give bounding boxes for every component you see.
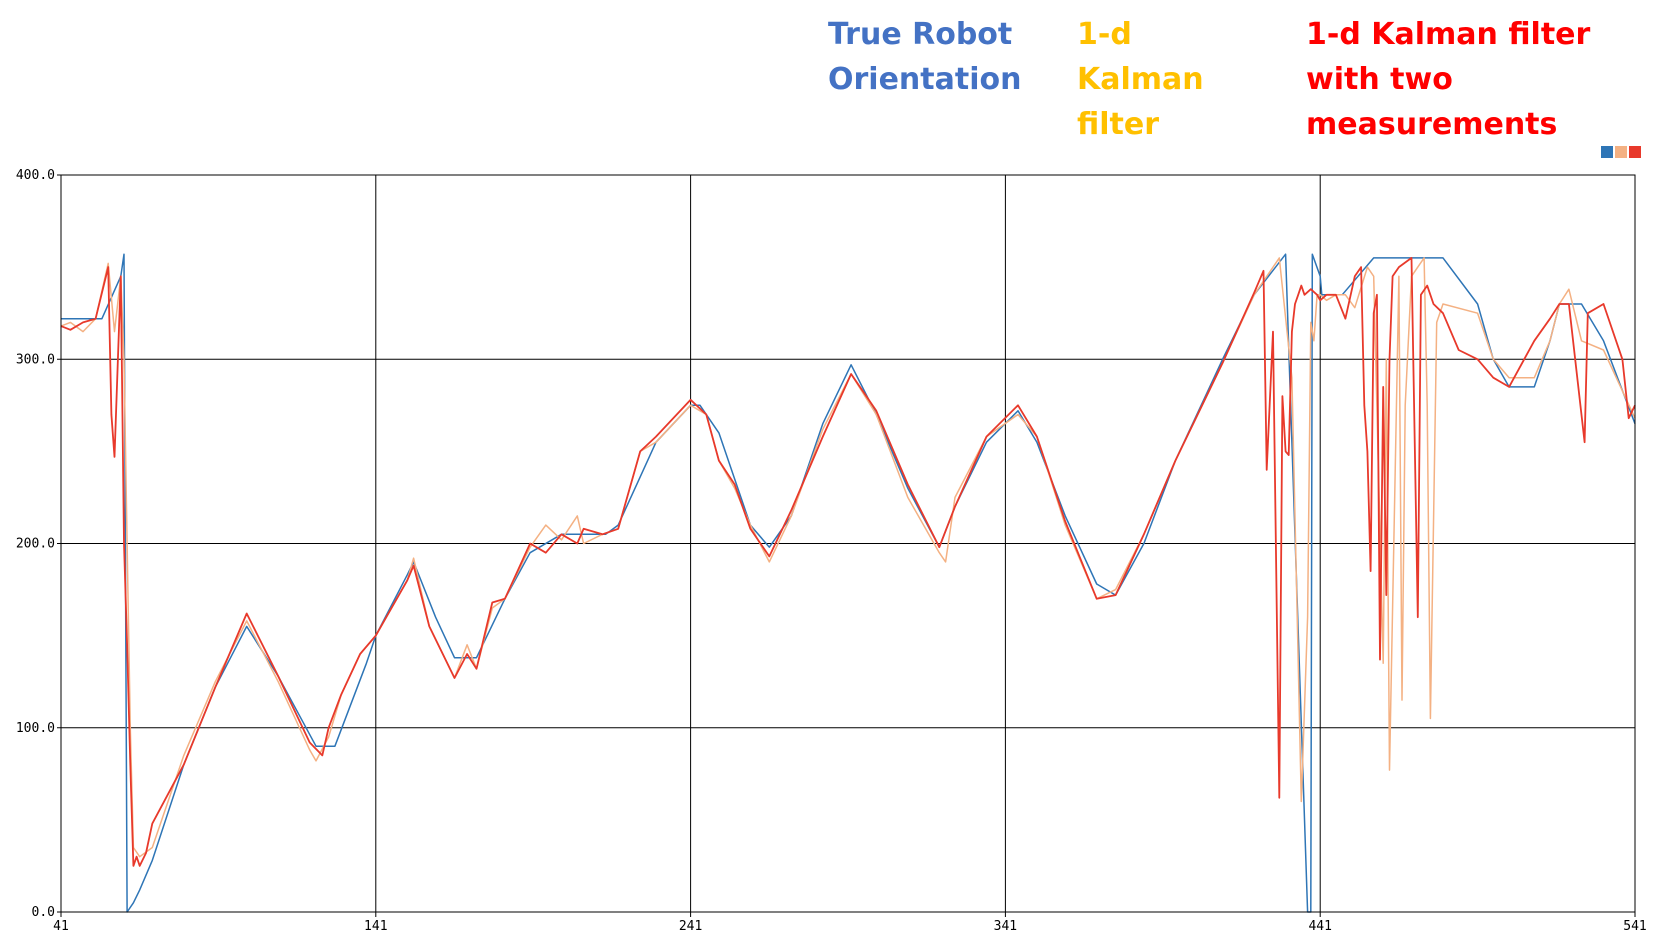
legend-label-true-orientation: True Robot Orientation — [828, 17, 1022, 97]
legend-swatch-true-orientation — [1601, 146, 1613, 158]
legend-swatch-kalman-two-measurements — [1629, 146, 1641, 158]
plot-frame — [60, 174, 1636, 913]
legend-swatch-kalman-filter — [1615, 146, 1627, 158]
series-line-kalman-two-measurements — [60, 256, 1636, 867]
y-tick-label-2: 200.0 — [16, 537, 55, 552]
legend-label-kalman-two-measurements: 1-d Kalman filter with two measurements — [1306, 17, 1591, 142]
x-tick-label-1: 141 — [364, 919, 387, 934]
y-tick-label-0: 0.0 — [32, 905, 55, 920]
x-tick-label-4: 441 — [1308, 919, 1331, 934]
series-line-true-orientation — [61, 253, 1636, 913]
tick-labels: 0.0 100.0 200.0 300.0 400.0 41 141 241 341 441 541 — [16, 168, 1647, 934]
legend-label-kalman-filter: 1-d Kalman filter — [1077, 17, 1204, 142]
x-tick-label-3: 341 — [994, 919, 1017, 934]
y-tick-label-3: 300.0 — [16, 352, 55, 367]
legend-swatches — [1601, 146, 1641, 158]
x-tick-label-0: 41 — [53, 919, 69, 934]
y-tick-label-1: 100.0 — [16, 721, 55, 736]
series-line-kalman-filter — [60, 257, 1636, 858]
y-tick-label-4: 400.0 — [16, 168, 55, 183]
x-tick-label-2: 241 — [679, 919, 702, 934]
series-lines — [60, 253, 1636, 913]
x-tick-label-5: 541 — [1623, 919, 1646, 934]
